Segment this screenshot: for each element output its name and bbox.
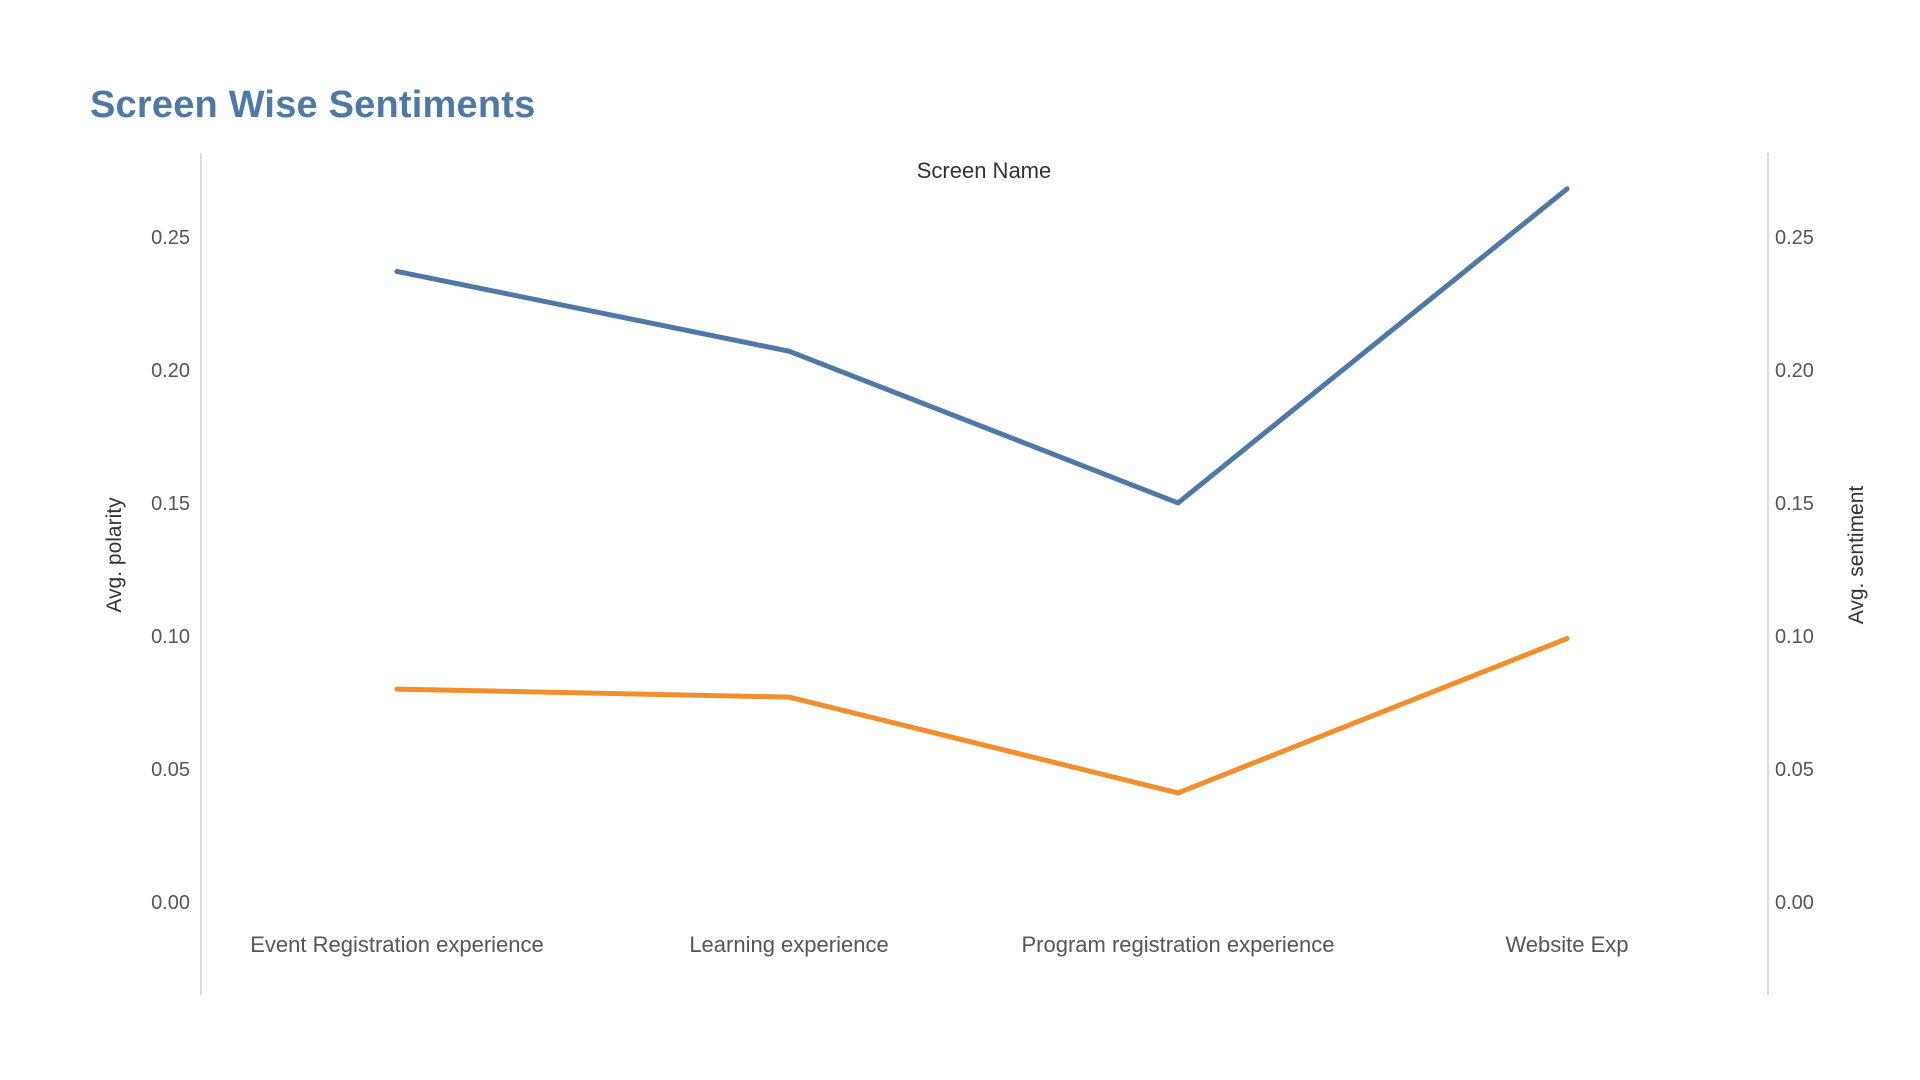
sentiment-point[interactable] bbox=[1175, 790, 1181, 796]
polarity-point[interactable] bbox=[394, 268, 400, 274]
polarity-point[interactable] bbox=[1564, 186, 1570, 192]
polarity-series-line bbox=[394, 186, 1570, 506]
right-tick-label: 0.10 bbox=[1775, 626, 1814, 648]
left-tick-label: 0.05 bbox=[151, 759, 190, 781]
left-tick-label: 0.25 bbox=[151, 227, 190, 249]
series-lines bbox=[394, 186, 1570, 796]
right-tick-labels: 0.00 0.05 0.10 0.15 0.20 0.25 bbox=[1775, 227, 1814, 914]
sentiment-point[interactable] bbox=[394, 686, 400, 692]
polarity-point[interactable] bbox=[786, 348, 792, 354]
column-header: Screen Name bbox=[917, 158, 1052, 183]
right-tick-label: 0.20 bbox=[1775, 360, 1814, 382]
left-tick-label: 0.00 bbox=[151, 892, 190, 914]
category-label: Website Exp bbox=[1505, 932, 1628, 957]
polarity-point[interactable] bbox=[1175, 500, 1181, 506]
category-label: Event Registration experience bbox=[250, 932, 544, 957]
left-tick-labels: 0.00 0.05 0.10 0.15 0.20 0.25 bbox=[151, 227, 190, 914]
category-label: Program registration experience bbox=[1021, 932, 1334, 957]
right-tick-label: 0.15 bbox=[1775, 493, 1814, 515]
sentiment-series-line bbox=[394, 636, 1570, 796]
right-tick-label: 0.05 bbox=[1775, 759, 1814, 781]
category-labels: Event Registration experience Learning ex… bbox=[250, 932, 1628, 957]
sentiment-point[interactable] bbox=[1564, 636, 1570, 642]
right-axis-title: Avg. sentiment bbox=[1845, 486, 1868, 625]
category-label: Learning experience bbox=[689, 932, 888, 957]
chart-title: Screen Wise Sentiments bbox=[90, 84, 536, 126]
left-tick-label: 0.10 bbox=[151, 626, 190, 648]
left-axis-title: Avg. polarity bbox=[103, 497, 126, 613]
left-tick-label: 0.15 bbox=[151, 493, 190, 515]
left-tick-label: 0.20 bbox=[151, 360, 190, 382]
right-tick-label: 0.25 bbox=[1775, 227, 1814, 249]
sentiment-point[interactable] bbox=[786, 694, 792, 700]
right-tick-label: 0.00 bbox=[1775, 892, 1814, 914]
